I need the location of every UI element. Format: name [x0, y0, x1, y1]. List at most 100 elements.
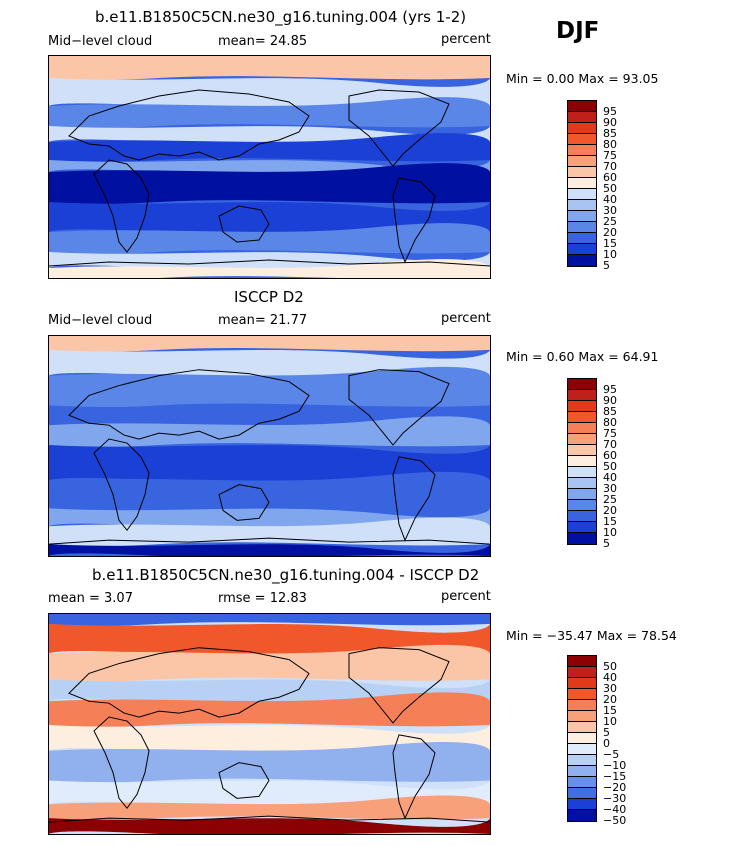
colorbar-swatch [568, 678, 596, 689]
colorbar-swatch [568, 689, 596, 700]
colorbar-level-label: 5 [603, 726, 610, 739]
colorbar-level-label: 50 [603, 460, 617, 473]
colorbar-level-label: 60 [603, 171, 617, 184]
colorbar-level-label: 80 [603, 138, 617, 151]
panel-3-colorbar [567, 655, 597, 822]
colorbar-level-label: −40 [603, 803, 627, 816]
colorbar-swatch [568, 189, 596, 200]
panel-3-title: b.e11.B1850C5CN.ne30_g16.tuning.004 - IS… [92, 566, 480, 584]
colorbar-level-label: 25 [603, 493, 617, 506]
colorbar-level-label: 30 [603, 204, 617, 217]
colorbar-swatch [568, 766, 596, 777]
colorbar-swatch [568, 167, 596, 178]
colorbar-swatch [568, 401, 596, 412]
colorbar-swatch [568, 667, 596, 678]
panel-1-colorbar [567, 100, 597, 267]
colorbar-level-label: 15 [603, 515, 617, 528]
colorbar-level-label: 40 [603, 471, 617, 484]
panel-3-colorbar-labels: 50 40 30 20 15 10 5 0 −5 −10 −15 −20 −30 −40 −50 [603, 661, 626, 826]
panel-3-units: percent [441, 589, 491, 604]
colorbar-swatch [568, 700, 596, 711]
colorbar-swatch [568, 178, 596, 189]
colorbar-level-label: −30 [603, 792, 627, 805]
panel-2-colorbar [567, 378, 597, 545]
colorbar-level-label: 10 [603, 715, 617, 728]
panel-2-colorbar-labels: 95 90 85 80 75 70 60 50 40 30 25 20 15 10 5 [603, 384, 617, 549]
colorbar-level-label: 90 [603, 394, 617, 407]
colorbar-level-label: 95 [603, 105, 617, 118]
colorbar-level-label: 40 [603, 671, 617, 684]
colorbar-level-label: 85 [603, 127, 617, 140]
colorbar-swatch [568, 434, 596, 445]
colorbar-swatch [568, 533, 596, 544]
colorbar-swatch [568, 379, 596, 390]
colorbar-swatch [568, 467, 596, 478]
colorbar-level-label: 80 [603, 416, 617, 429]
colorbar-swatch [568, 101, 596, 112]
colorbar-swatch [568, 744, 596, 755]
colorbar-swatch [568, 211, 596, 222]
colorbar-swatch [568, 489, 596, 500]
colorbar-swatch [568, 255, 596, 266]
colorbar-swatch [568, 777, 596, 788]
colorbar-level-label: 5 [603, 259, 610, 272]
season-label: DJF [556, 18, 600, 44]
colorbar-level-label: 70 [603, 160, 617, 173]
colorbar-level-label: 30 [603, 682, 617, 695]
colorbar-level-label: 25 [603, 215, 617, 228]
colorbar-level-label: 75 [603, 149, 617, 162]
colorbar-level-label: 50 [603, 182, 617, 195]
colorbar-level-label: 20 [603, 693, 617, 706]
panel-2-map [48, 335, 491, 557]
colorbar-level-label: 50 [603, 660, 617, 673]
colorbar-level-label: 85 [603, 405, 617, 418]
colorbar-swatch [568, 112, 596, 123]
colorbar-level-label: 30 [603, 482, 617, 495]
colorbar-swatch [568, 123, 596, 134]
panel-1-colorbar-labels: 95 90 85 80 75 70 60 50 40 30 25 20 15 10 5 [603, 106, 617, 271]
colorbar-level-label: 95 [603, 383, 617, 396]
colorbar-swatch [568, 788, 596, 799]
colorbar-level-label: −15 [603, 770, 627, 783]
panel-2-field-label: Mid−level cloud [48, 313, 153, 328]
colorbar-level-label: 10 [603, 526, 617, 539]
panel-1-units: percent [441, 32, 491, 47]
panel-2-title: ISCCP D2 [234, 288, 304, 306]
colorbar-swatch [568, 522, 596, 533]
panel-2-units: percent [441, 311, 491, 326]
colorbar-level-label: 40 [603, 193, 617, 206]
colorbar-level-label: 15 [603, 237, 617, 250]
colorbar-level-label: 60 [603, 449, 617, 462]
panel-1-minmax: Min = 0.00 Max = 93.05 [506, 71, 659, 86]
panel-3-minmax: Min = −35.47 Max = 78.54 [506, 628, 677, 643]
colorbar-level-label: 10 [603, 248, 617, 261]
colorbar-level-label: 0 [603, 737, 610, 750]
colorbar-swatch [568, 656, 596, 667]
colorbar-swatch [568, 200, 596, 211]
panel-1-map [48, 55, 491, 279]
colorbar-level-label: 5 [603, 537, 610, 550]
colorbar-level-label: 70 [603, 438, 617, 451]
colorbar-swatch [568, 412, 596, 423]
colorbar-swatch [568, 244, 596, 255]
colorbar-swatch [568, 711, 596, 722]
panel-1-field-label: Mid−level cloud [48, 34, 153, 49]
colorbar-swatch [568, 222, 596, 233]
colorbar-level-label: −20 [603, 781, 627, 794]
colorbar-level-label: 20 [603, 226, 617, 239]
panel-2-mean: mean= 21.77 [218, 313, 308, 328]
colorbar-swatch [568, 810, 596, 821]
colorbar-swatch [568, 722, 596, 733]
colorbar-swatch [568, 478, 596, 489]
colorbar-level-label: −10 [603, 759, 627, 772]
panel-1-mean: mean= 24.85 [218, 34, 308, 49]
panel-3-mean: mean = 3.07 [48, 591, 133, 606]
panel-2-minmax: Min = 0.60 Max = 64.91 [506, 349, 659, 364]
colorbar-swatch [568, 755, 596, 766]
panel-3-map [48, 613, 491, 835]
panel-3-rmse: rmse = 12.83 [218, 591, 307, 606]
colorbar-level-label: −50 [603, 814, 627, 827]
colorbar-swatch [568, 156, 596, 167]
colorbar-swatch [568, 145, 596, 156]
panel-1-title: b.e11.B1850C5CN.ne30_g16.tuning.004 (yrs… [95, 8, 467, 26]
